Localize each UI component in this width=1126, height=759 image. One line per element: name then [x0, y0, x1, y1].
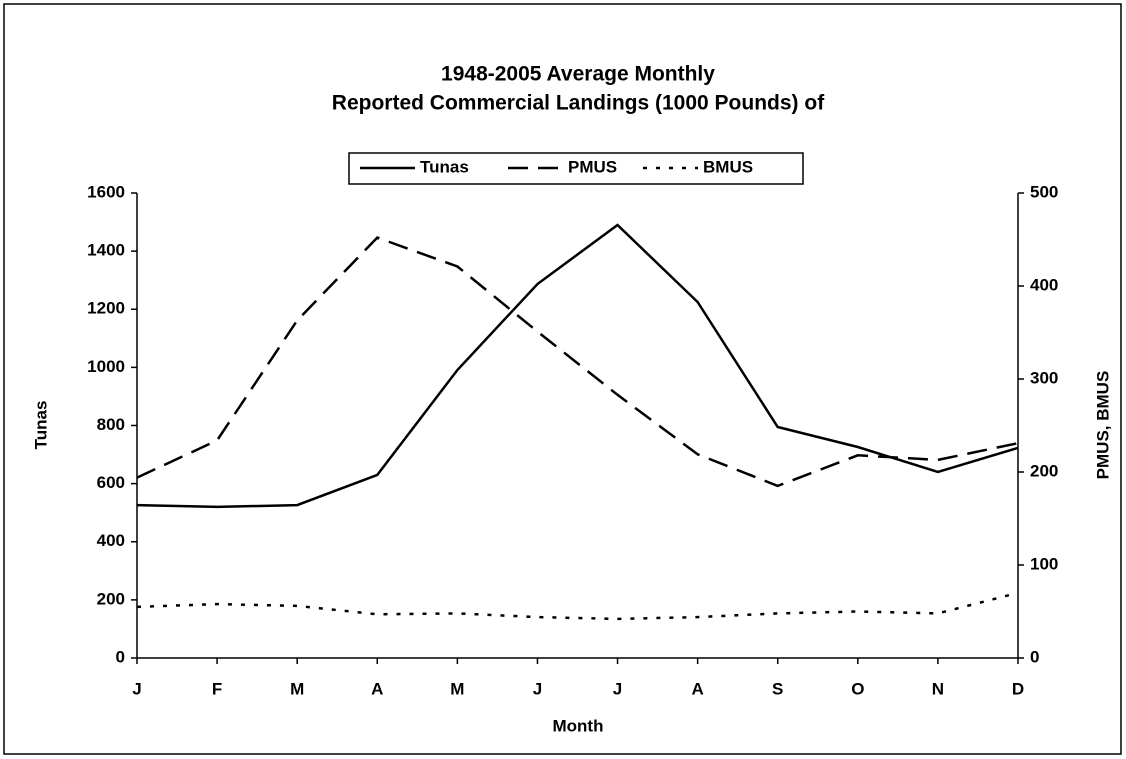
x-tick-label: F [212, 679, 222, 698]
y-tick-label: 800 [97, 415, 125, 434]
series-line [136, 236, 1019, 488]
y2-tick-label: 200 [1030, 461, 1058, 480]
legend-label: PMUS [568, 157, 617, 176]
x-tick-label: D [1012, 679, 1024, 698]
series-line [136, 223, 1019, 509]
x-tick-label: S [772, 679, 783, 698]
y2-tick-label: 500 [1030, 182, 1058, 201]
x-axis-title: Month [553, 716, 604, 735]
y-axis-title: Tunas [31, 401, 50, 450]
chart-title: 1948-2005 Average Monthly [441, 63, 715, 86]
y-tick-label: 1200 [87, 299, 125, 318]
y-tick-label: 1000 [87, 357, 125, 376]
y2-tick-label: 300 [1030, 368, 1058, 387]
y2-tick-label: 400 [1030, 275, 1058, 294]
x-tick-label: O [851, 679, 864, 698]
legend-label: BMUS [703, 157, 753, 176]
x-tick-label: J [533, 679, 542, 698]
x-tick-label: J [132, 679, 141, 698]
y-tick-label: 600 [97, 473, 125, 492]
legend-box [348, 152, 804, 185]
y2-axis-title: PMUS, BMUS [1093, 371, 1112, 480]
chart-border [3, 3, 1122, 755]
chart-title: Reported Commercial Landings (1000 Pound… [332, 92, 825, 115]
y-tick-label: 1600 [87, 182, 125, 201]
legend-label: Tunas [420, 157, 469, 176]
y-tick-label: 400 [97, 531, 125, 550]
x-tick-label: M [290, 679, 304, 698]
x-tick-label: J [613, 679, 622, 698]
y2-tick-label: 0 [1030, 647, 1039, 666]
x-tick-label: M [450, 679, 464, 698]
y-tick-label: 1400 [87, 241, 125, 260]
x-tick-label: A [691, 679, 703, 698]
series-line [136, 591, 1019, 621]
y-tick-label: 200 [97, 589, 125, 608]
y-tick-label: 0 [116, 647, 125, 666]
x-tick-label: A [371, 679, 383, 698]
x-tick-label: N [932, 679, 944, 698]
y2-tick-label: 100 [1030, 554, 1058, 573]
